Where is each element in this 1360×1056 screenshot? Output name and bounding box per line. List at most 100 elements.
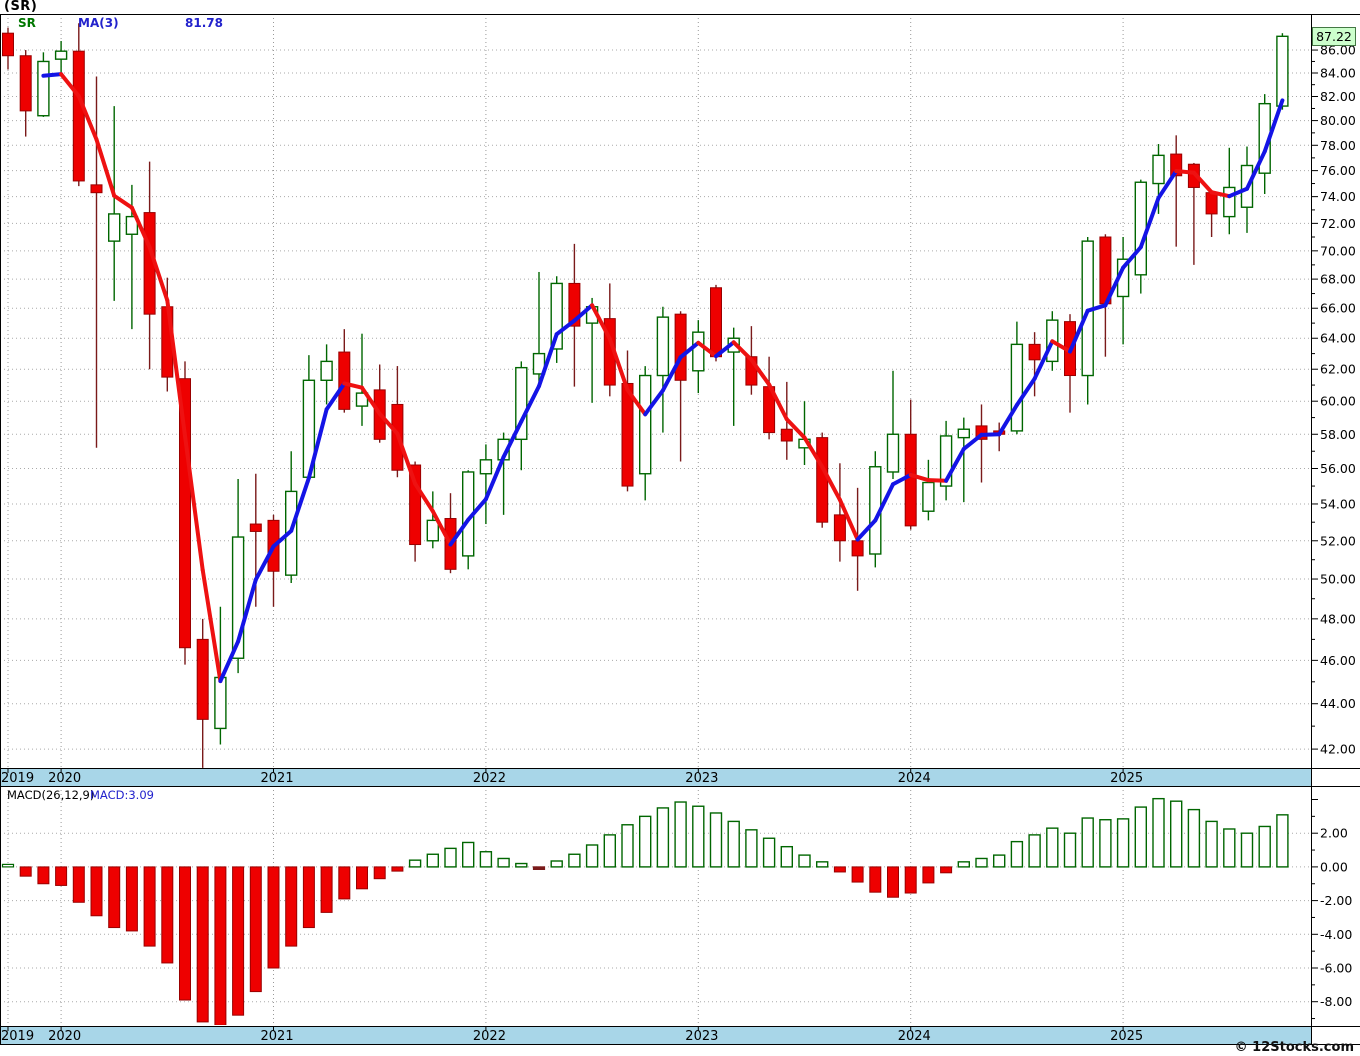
svg-text:2020: 2020 <box>48 1029 81 1044</box>
candle-down <box>833 514 846 542</box>
ma-segment <box>714 340 736 359</box>
ma-segment <box>342 381 364 390</box>
svg-text:46.00: 46.00 <box>1320 653 1356 668</box>
ma-segment <box>1068 308 1090 354</box>
candle-up <box>107 213 121 242</box>
ma-segment <box>1050 339 1072 354</box>
ma-segment <box>218 639 241 684</box>
ma-segment <box>360 385 382 416</box>
candle-up <box>1010 343 1024 432</box>
macd-bar-negative <box>373 866 386 880</box>
macd-bar-positive <box>621 824 634 868</box>
candle-up <box>515 366 528 441</box>
ma-segment <box>271 528 294 549</box>
macd-bar-negative <box>214 866 227 1025</box>
macd-bar-positive <box>993 854 1006 868</box>
svg-text:68.00: 68.00 <box>1320 272 1356 287</box>
macd-bar-negative <box>904 866 917 894</box>
macd-bar-negative <box>869 866 882 893</box>
macd-bar-negative <box>161 866 174 964</box>
macd-bar-negative <box>833 866 846 873</box>
svg-text:70.00: 70.00 <box>1320 243 1356 258</box>
ma-segment <box>997 402 1019 437</box>
macd-bar-negative <box>887 866 899 898</box>
macd-bar-negative <box>90 866 103 917</box>
candle-up <box>37 60 50 117</box>
ma-segment <box>855 518 878 542</box>
ma-segment <box>466 497 488 522</box>
ma-segment <box>1138 195 1161 250</box>
macd-bar-positive <box>408 859 422 868</box>
svg-text:54.00: 54.00 <box>1320 496 1356 511</box>
macd-bar-positive <box>975 857 988 868</box>
ma-segment <box>554 318 577 337</box>
candle-down <box>249 523 262 532</box>
svg-text:2023: 2023 <box>685 1029 718 1044</box>
svg-text:64.00: 64.00 <box>1320 331 1356 346</box>
macd-bar-positive <box>745 829 758 868</box>
svg-text:0.00: 0.00 <box>1320 859 1348 874</box>
svg-text:2020: 2020 <box>48 771 81 786</box>
ma-segment <box>1191 170 1214 195</box>
svg-text:-2.00: -2.00 <box>1320 893 1352 908</box>
macd-bar-positive <box>585 844 599 868</box>
ma-segment <box>625 387 648 417</box>
macd-bar-positive <box>1240 832 1254 868</box>
candle-up <box>1152 154 1165 185</box>
macd-bar-positive <box>1152 797 1165 868</box>
price-axis: 42.00 44.00 46.00 48.00 50.00 52.00 54.00 56.00… <box>1311 27 1356 757</box>
svg-text:-4.00: -4.00 <box>1320 927 1352 942</box>
last-price-badge: 87.22 <box>1312 27 1356 47</box>
macd-bar <box>532 866 546 871</box>
macd-bar-positive <box>479 851 493 868</box>
year-band <box>0 1026 1311 1044</box>
candle-down <box>338 351 351 410</box>
ma-segment <box>820 464 842 502</box>
ma-segment <box>1156 169 1179 200</box>
macd-bar-negative <box>55 866 68 886</box>
svg-text:2023: 2023 <box>685 771 718 786</box>
ma-segment <box>678 340 701 360</box>
year-band <box>0 768 1311 786</box>
macd-bar-negative <box>249 866 262 993</box>
macd-legend-value: MACD:3.09 <box>90 788 154 802</box>
ma-segment <box>253 544 276 582</box>
ma-segment <box>590 303 612 341</box>
macd-bar-negative <box>125 866 138 932</box>
macd-bar-negative <box>302 866 315 929</box>
ma-segment <box>112 193 134 210</box>
macd-bar-positive <box>692 805 705 868</box>
ma-segment <box>1174 169 1196 175</box>
ma-segment <box>183 433 205 572</box>
svg-text:2025: 2025 <box>1110 771 1143 786</box>
ma-segment <box>749 357 772 387</box>
macd-bar-positive <box>426 853 439 868</box>
year-axis-bands: 2019 2019 2020 2020 2021 2021 2022 2022 2023 2023… <box>0 768 1311 1044</box>
ma-segment <box>306 407 329 480</box>
macd-bar-negative <box>37 866 50 885</box>
ma-segment <box>1103 265 1126 308</box>
ma-segment <box>94 137 117 198</box>
page-title: (SR) <box>4 0 38 14</box>
candle-down <box>780 428 793 442</box>
ma-segment <box>413 481 435 514</box>
svg-text:66.00: 66.00 <box>1320 301 1356 316</box>
macd-bar-negative <box>356 866 368 890</box>
ma-segment <box>1245 149 1267 191</box>
ma-segment <box>76 94 99 142</box>
ma-segment <box>129 205 152 250</box>
svg-text:-6.00: -6.00 <box>1320 961 1352 976</box>
macd-bar-positive <box>462 841 475 868</box>
candle-up <box>1134 181 1148 276</box>
macd-bar-negative <box>108 866 121 929</box>
candle-up <box>231 536 245 659</box>
svg-text:48.00: 48.00 <box>1320 611 1356 626</box>
ma-segment <box>236 577 258 644</box>
svg-text:58.00: 58.00 <box>1320 427 1356 442</box>
candle-up <box>922 481 935 512</box>
ma-segment <box>200 567 223 684</box>
svg-text:2025: 2025 <box>1110 1029 1143 1044</box>
macd-bar-negative <box>922 866 935 884</box>
ma-segment <box>731 340 754 362</box>
